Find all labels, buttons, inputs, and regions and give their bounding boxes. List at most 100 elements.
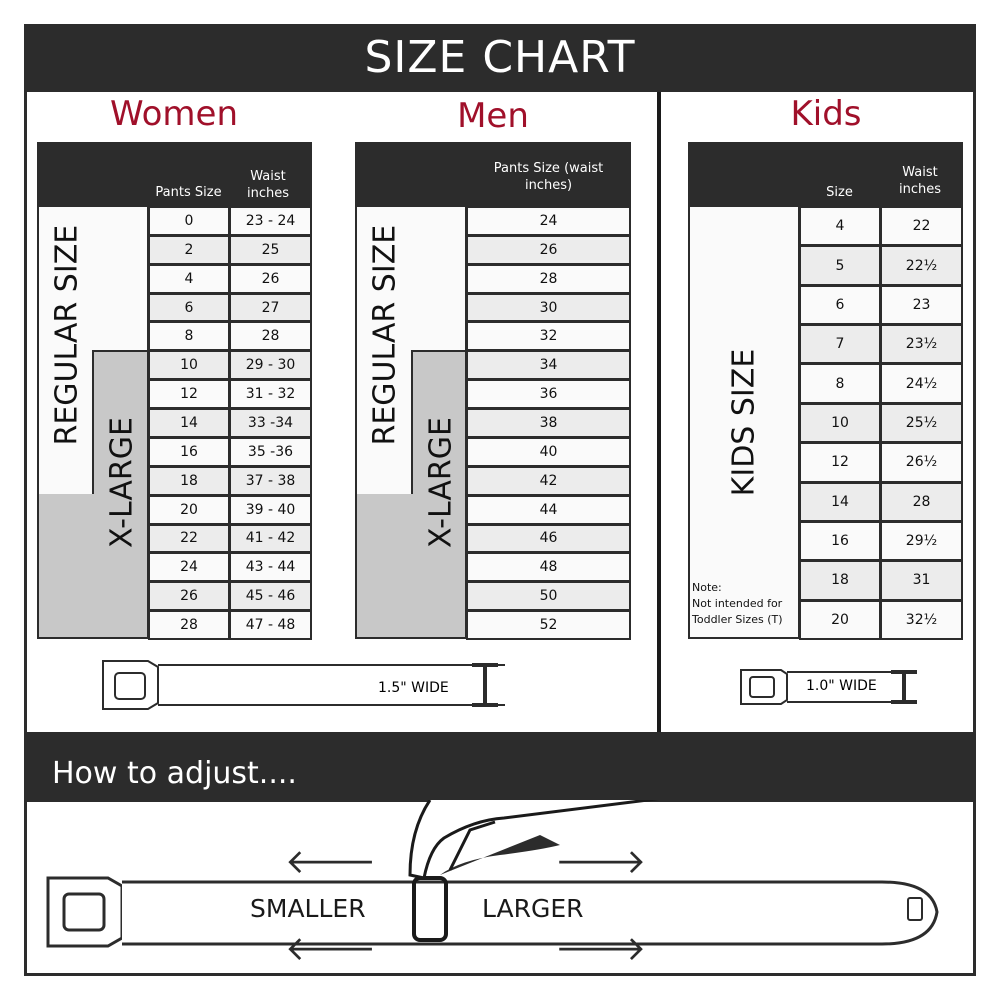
kids-note-title: Note: — [692, 581, 722, 594]
men-xlarge-join — [413, 492, 465, 496]
women-waist-cell: 28 — [229, 321, 312, 352]
women-size-cell: 22 — [148, 523, 230, 554]
men-size-cell: 46 — [466, 523, 631, 554]
men-table-header: Pants Size (waist inches) — [355, 142, 631, 206]
women-size-cell: 14 — [148, 408, 230, 438]
women-size-cell: 12 — [148, 379, 230, 410]
women-regular-label: REGULAR SIZE — [49, 224, 85, 446]
women-waist-cell: 27 — [229, 292, 312, 323]
men-title: Men — [457, 96, 529, 136]
arrow-left-icon: 🡐 — [285, 929, 377, 969]
kids-band — [688, 205, 800, 639]
kids-waist-cell: 25½ — [880, 402, 963, 444]
men-size-header: Pants Size (waist inches) — [493, 161, 604, 193]
women-size-cell: 6 — [148, 292, 230, 323]
adjust-belt-illustration — [46, 800, 939, 948]
men-size-cell: 36 — [466, 379, 631, 410]
kids-size-cell: 20 — [799, 599, 881, 640]
adjust-title: How to adjust.... — [24, 732, 976, 802]
divider — [657, 92, 661, 732]
women-xlarge-band-lower — [37, 494, 149, 639]
kids-waist-cell: 22 — [880, 206, 963, 247]
women-waist-cell: 39 - 40 — [229, 494, 312, 525]
men-regular-label: REGULAR SIZE — [367, 224, 403, 446]
women-waist-cell: 37 - 38 — [229, 465, 312, 496]
women-size-cell: 16 — [148, 436, 230, 467]
women-waist-cell: 47 - 48 — [229, 610, 312, 640]
men-size-cell: 26 — [466, 234, 631, 265]
women-waist-cell: 43 - 44 — [229, 552, 312, 583]
women-belt-icon — [102, 660, 505, 710]
arrow-right-icon: 🡒 — [555, 842, 647, 882]
women-size-cell: 20 — [148, 494, 230, 525]
kids-note-text: Not intended for Toddler Sizes (T) — [692, 597, 783, 626]
kids-size-cell: 5 — [799, 245, 881, 286]
page-title: SIZE CHART — [24, 24, 976, 92]
kids-waist-cell: 23½ — [880, 324, 963, 365]
kids-size-cell: 12 — [799, 442, 881, 483]
men-size-cell: 34 — [466, 350, 631, 381]
women-waist-cell: 45 - 46 — [229, 581, 312, 612]
men-size-cell: 52 — [466, 610, 631, 640]
kids-size-cell: 7 — [799, 324, 881, 365]
women-size-header: Pants Size — [155, 185, 222, 200]
kids-title: Kids — [790, 94, 862, 134]
arrow-right-icon: 🡒 — [555, 929, 647, 969]
men-size-cell: 30 — [466, 292, 631, 323]
men-xlarge-label: X-LARGE — [423, 417, 459, 548]
men-size-cell: 24 — [466, 206, 631, 236]
women-waist-cell: 41 - 42 — [229, 523, 312, 554]
men-size-cell: 48 — [466, 552, 631, 583]
kids-size-cell: 16 — [799, 520, 881, 562]
kids-size-cell: 6 — [799, 284, 881, 326]
kids-waist-cell: 26½ — [880, 442, 963, 483]
women-waist-cell: 23 - 24 — [229, 206, 312, 236]
men-size-cell: 40 — [466, 436, 631, 467]
kids-size-cell: 18 — [799, 560, 881, 601]
women-belt-width: 1.5" WIDE — [378, 680, 449, 696]
women-size-cell: 0 — [148, 206, 230, 236]
women-size-cell: 10 — [148, 350, 230, 381]
women-table-header: Pants Size Waist inches — [37, 142, 312, 206]
men-size-cell: 44 — [466, 494, 631, 525]
women-size-cell: 8 — [148, 321, 230, 352]
men-size-cell: 32 — [466, 321, 631, 352]
kids-waist-header: Waist inches — [898, 165, 941, 197]
women-waist-cell: 31 - 32 — [229, 379, 312, 410]
kids-note: Note: Not intended for Toddler Sizes (T) — [692, 580, 798, 628]
women-size-cell: 4 — [148, 263, 230, 294]
kids-size-cell: 4 — [799, 206, 881, 247]
kids-waist-cell: 28 — [880, 481, 963, 522]
kids-waist-cell: 24½ — [880, 363, 963, 404]
women-size-cell: 2 — [148, 234, 230, 265]
women-size-cell: 28 — [148, 610, 230, 640]
women-size-cell: 18 — [148, 465, 230, 496]
men-size-cell: 38 — [466, 408, 631, 438]
kids-waist-cell: 23 — [880, 284, 963, 326]
kids-size-cell: 8 — [799, 363, 881, 404]
kids-size-cell: 10 — [799, 402, 881, 444]
smaller-label: SMALLER — [250, 894, 366, 923]
kids-table-header: Size Waist inches — [688, 142, 963, 206]
larger-label: LARGER — [482, 894, 584, 923]
kids-size-header: Size — [826, 185, 853, 200]
women-waist-cell: 25 — [229, 234, 312, 265]
kids-waist-cell: 31 — [880, 560, 963, 601]
women-title: Women — [109, 94, 238, 134]
kids-belt-icon — [740, 669, 917, 705]
women-waist-header: Waist inches — [246, 169, 289, 201]
arrow-left-icon: 🡐 — [285, 842, 377, 882]
men-size-cell: 42 — [466, 465, 631, 496]
kids-waist-cell: 22½ — [880, 245, 963, 286]
kids-size-cell: 14 — [799, 481, 881, 522]
women-xlarge-label: X-LARGE — [104, 417, 140, 548]
women-size-cell: 24 — [148, 552, 230, 583]
men-size-cell: 50 — [466, 581, 631, 612]
kids-waist-cell: 29½ — [880, 520, 963, 562]
kids-label: KIDS SIZE — [726, 348, 762, 497]
men-size-cell: 28 — [466, 263, 631, 294]
women-size-cell: 26 — [148, 581, 230, 612]
women-waist-cell: 29 - 30 — [229, 350, 312, 381]
women-waist-cell: 33 -34 — [229, 408, 312, 438]
kids-waist-cell: 32½ — [880, 599, 963, 640]
